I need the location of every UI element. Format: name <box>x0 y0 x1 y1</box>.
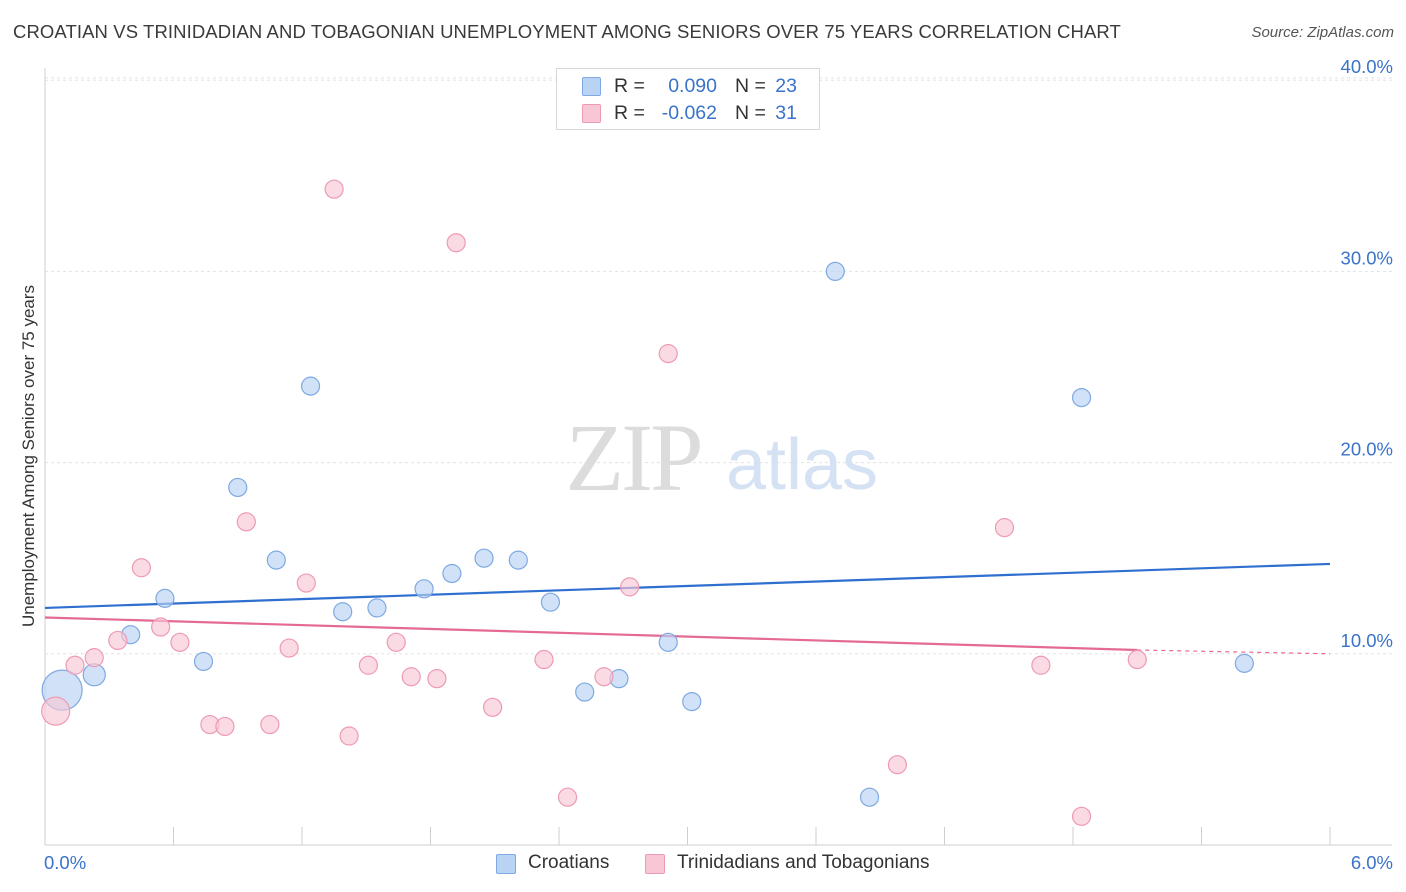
croatians-point <box>1071 387 1092 408</box>
croatians-point <box>575 682 595 702</box>
r-label: R = <box>614 75 645 97</box>
trinidadians-point <box>386 632 406 652</box>
trinidadians-point <box>534 649 554 670</box>
trinidadians-point <box>84 648 104 668</box>
croatians-point <box>333 602 353 622</box>
croatians-point <box>658 632 678 652</box>
r-label: R = <box>614 102 645 124</box>
trinidadians-point <box>296 573 316 593</box>
n-label: N = <box>735 75 766 97</box>
trend-line-trinidadians <box>44 616 1138 652</box>
croatians-point <box>682 691 702 712</box>
croatians-point <box>508 550 528 570</box>
croatians-point <box>367 598 387 618</box>
croatians-point <box>266 550 286 570</box>
data-points <box>41 179 1254 826</box>
trinidadians-point <box>108 630 128 651</box>
tick-labels: 10.0% 20.0% 30.0% 40.0% 0.0% 6.0% <box>44 56 1393 873</box>
watermark-zip: ZIP <box>566 404 701 511</box>
trinidadians-point <box>401 667 421 687</box>
stats-box: R = 0.090 N = 23 R = -0.062 N = 31 <box>556 68 820 130</box>
croatians-point <box>859 787 880 807</box>
trinidadians-point <box>446 233 466 253</box>
trend-line-trinidadians-extension <box>1137 649 1331 655</box>
trinidadians-legend-swatch <box>645 854 665 874</box>
trinidadians-point <box>170 632 190 652</box>
croatians-point <box>825 261 845 281</box>
stats-row-croatians: R = 0.090 N = 23 <box>557 74 819 100</box>
trend-line-croatians <box>44 562 1331 610</box>
trinidadians-point <box>658 344 678 364</box>
trinidadians-point <box>151 617 171 637</box>
n-value: 31 <box>775 102 797 124</box>
trinidadians-point <box>358 655 378 675</box>
trinidadians-point <box>324 179 344 199</box>
trinidadians-point <box>236 512 256 532</box>
legend-label: Trinidadians and Tobagonians <box>677 852 930 873</box>
y-tick-label: 30.0% <box>1341 247 1393 268</box>
n-label: N = <box>735 102 766 124</box>
grid-layer <box>45 77 1392 655</box>
croatians-point <box>300 376 321 396</box>
y-tick-label: 20.0% <box>1341 439 1393 460</box>
r-value: -0.062 <box>661 102 717 124</box>
croatians-swatch <box>582 77 601 96</box>
source-label[interactable]: Source: ZipAtlas.com <box>1251 24 1394 41</box>
trinidadians-swatch <box>582 104 601 123</box>
trinidadians-point <box>1031 655 1051 675</box>
stats-row-trinidadians: R = -0.062 N = 31 <box>557 101 819 127</box>
croatians-point <box>155 588 175 608</box>
watermark-atlas: atlas <box>726 425 878 505</box>
trinidadians-point <box>483 697 503 717</box>
croatians-point <box>228 477 248 498</box>
trinidadians-point <box>887 755 907 775</box>
x-tick-label: 0.0% <box>44 852 86 873</box>
chart-title: CROATIAN VS TRINIDADIAN AND TOBAGONIAN U… <box>13 21 1121 42</box>
trinidadians-point <box>279 638 299 658</box>
y-tick-label: 40.0% <box>1341 56 1393 77</box>
trinidadians-point <box>994 518 1015 538</box>
y-tick-label: 10.0% <box>1341 630 1393 651</box>
trinidadians-point <box>1071 806 1092 826</box>
trinidadians-point <box>260 714 280 735</box>
croatians-point <box>442 563 462 584</box>
trinidadians-point <box>427 669 447 689</box>
x-tick-label: 6.0% <box>1351 852 1393 873</box>
trinidadians-point <box>339 726 359 746</box>
trinidadians-point <box>65 655 85 675</box>
croatians-point <box>540 592 561 612</box>
trinidadians-point <box>557 787 578 807</box>
trinidadians-point <box>594 667 614 687</box>
croatians-point <box>474 548 494 568</box>
legend-label: Croatians <box>528 852 610 873</box>
axes-layer <box>44 68 1392 846</box>
watermark: ZIP atlas <box>566 404 879 511</box>
y-axis-label: Unemployment Among Seniors over 75 years <box>19 284 38 628</box>
n-value: 23 <box>775 75 797 97</box>
croatians-point <box>414 579 434 599</box>
croatians-point <box>193 651 214 672</box>
trinidadians-point <box>215 716 235 737</box>
trinidadians-point <box>131 558 151 578</box>
r-value: 0.090 <box>668 75 717 97</box>
croatians-point <box>1234 653 1254 673</box>
trend-lines <box>44 562 1331 655</box>
croatians-legend-swatch <box>496 854 516 874</box>
trinidadians-point <box>620 577 640 597</box>
trinidadians-point <box>41 696 71 726</box>
trinidadians-point <box>1127 649 1147 670</box>
